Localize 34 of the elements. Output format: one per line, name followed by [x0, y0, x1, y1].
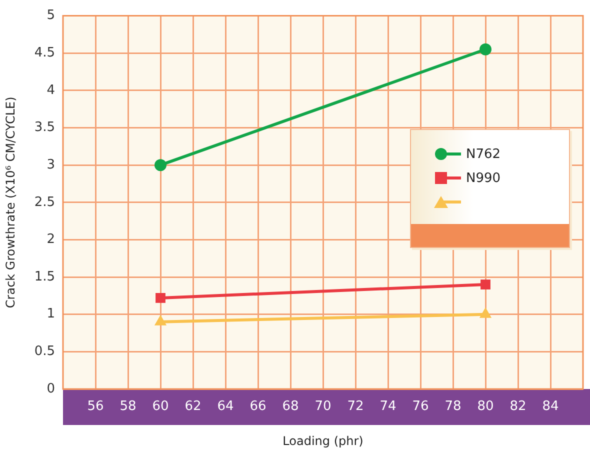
- x-axis-title: Loading (phr): [282, 434, 364, 448]
- y-tick-label: 0.5: [34, 344, 55, 360]
- x-tick-label: 64: [217, 399, 234, 414]
- point: [154, 159, 166, 172]
- y-tick-label: 3.5: [34, 120, 55, 136]
- legend-label: N990: [466, 170, 501, 186]
- legend-label: N762: [466, 146, 501, 162]
- point: [156, 292, 166, 303]
- y-tick-label: 2: [46, 232, 55, 248]
- x-tick-label: 62: [184, 399, 202, 414]
- y-tick-label: 4.5: [34, 45, 55, 60]
- y-tick-label: 0: [46, 381, 55, 396]
- y-tick-label: 3: [46, 157, 55, 172]
- y-tick-label: 1.5: [34, 269, 55, 284]
- point: [480, 43, 492, 56]
- x-tick-label: 82: [510, 399, 526, 414]
- x-tick-label: 72: [347, 399, 364, 414]
- x-tick-label: 74: [380, 399, 396, 414]
- y-tick-label: 4: [46, 82, 55, 98]
- y-tick-label: 1: [46, 306, 55, 322]
- x-tick-label: 66: [250, 399, 266, 414]
- y-axis-title: Crack Growthrate (X10⁶ CM/CYCLE): [3, 96, 18, 308]
- x-tick-label: 84: [542, 399, 559, 414]
- x-tick-label: 76: [412, 399, 429, 414]
- x-tick-label: 56: [87, 399, 104, 414]
- x-tick-label: 78: [444, 399, 462, 414]
- y-tick-label: 5: [46, 8, 55, 24]
- x-tick-label: 68: [282, 399, 299, 414]
- y-tick-label: 2.5: [34, 194, 55, 210]
- x-tick-label: 60: [152, 399, 169, 414]
- x-tick-label: 58: [120, 399, 136, 414]
- x-tick-label: 70: [314, 399, 332, 414]
- point: [480, 280, 490, 290]
- x-tick-label: 80: [477, 399, 494, 414]
